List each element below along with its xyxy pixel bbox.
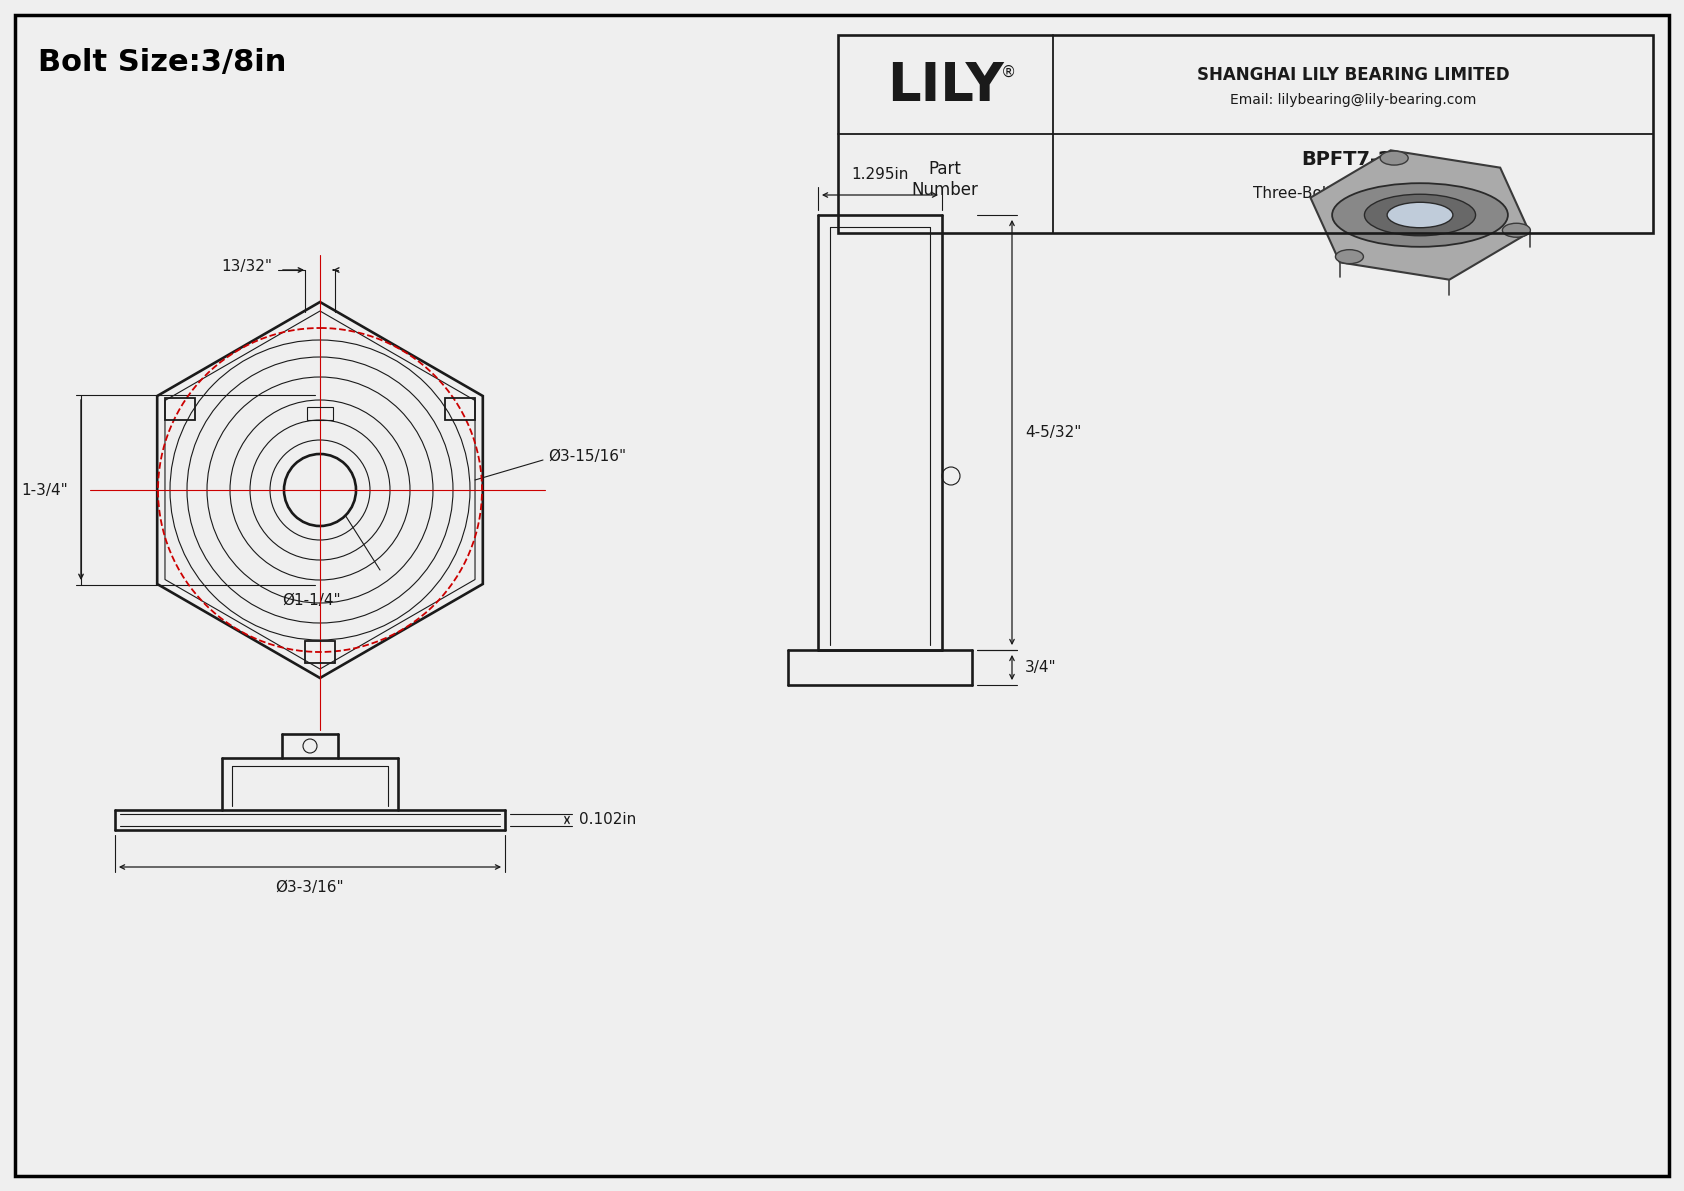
Text: 1-3/4": 1-3/4" (22, 482, 67, 498)
Polygon shape (1310, 150, 1529, 280)
Text: Three-Bolt Flange Bearing: Three-Bolt Flange Bearing (1253, 186, 1453, 201)
Text: BPFT7-20: BPFT7-20 (1302, 150, 1404, 169)
Text: 1.295in: 1.295in (852, 167, 909, 182)
Ellipse shape (1388, 202, 1453, 227)
Text: 4-5/32": 4-5/32" (1026, 425, 1081, 439)
Bar (839, 35, 1654, 233)
Ellipse shape (1335, 250, 1364, 263)
Text: LILY: LILY (886, 61, 1004, 112)
Ellipse shape (1332, 183, 1507, 247)
Text: Ø3-3/16": Ø3-3/16" (276, 880, 344, 894)
Bar (306, 407, 333, 420)
Text: Bolt Size:3/8in: Bolt Size:3/8in (39, 48, 286, 77)
Ellipse shape (1502, 223, 1531, 237)
Text: Ø1-1/4": Ø1-1/4" (283, 593, 342, 607)
Text: SHANGHAI LILY BEARING LIMITED: SHANGHAI LILY BEARING LIMITED (1197, 66, 1509, 83)
Bar (165, 398, 195, 420)
Text: 3/4": 3/4" (1026, 660, 1056, 675)
Text: Part
Number: Part Number (911, 160, 978, 199)
Text: Ø3-15/16": Ø3-15/16" (547, 449, 626, 463)
Bar (445, 398, 475, 420)
Ellipse shape (1364, 194, 1475, 236)
Text: ®: ® (1000, 66, 1015, 80)
Text: 13/32": 13/32" (221, 258, 273, 274)
Bar (305, 641, 335, 663)
Text: Email: lilybearing@lily-bearing.com: Email: lilybearing@lily-bearing.com (1229, 93, 1477, 107)
Text: 0.102in: 0.102in (579, 812, 637, 828)
Ellipse shape (1381, 151, 1408, 166)
